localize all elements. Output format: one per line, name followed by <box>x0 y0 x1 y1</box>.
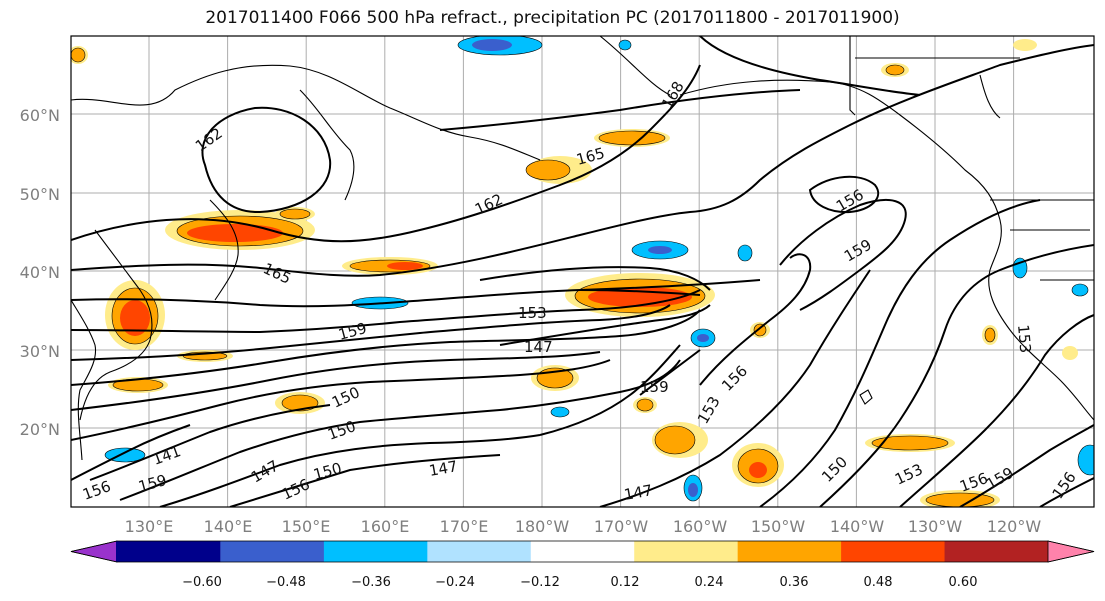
contour-label: 159 <box>640 378 669 396</box>
colorbar-tick-label: 0.48 <box>864 575 893 590</box>
lon-label: 140°W <box>830 517 885 536</box>
colorbar-swatch <box>116 541 221 562</box>
lat-label: 30°N <box>20 342 60 361</box>
colorbar-swatch <box>737 541 843 562</box>
colorbar-tick-label: 0.12 <box>611 575 640 590</box>
colorbar-tick-label: −0.36 <box>351 575 391 590</box>
colorbar-tick-label: −0.24 <box>435 575 475 590</box>
lon-label: 170°W <box>594 517 649 536</box>
colorbar-tick-label: 0.36 <box>780 575 809 590</box>
longitude-labels: 130°E 140°E 150°E 160°E 170°E 180°W 170°… <box>125 517 1042 536</box>
map-frame <box>70 35 1095 508</box>
lon-label: 130°W <box>908 517 963 536</box>
contour-label: 147 <box>524 338 553 356</box>
lon-label: 160°E <box>361 517 410 536</box>
contour-label: 147 <box>623 481 654 504</box>
colorbar-tick-label: −0.60 <box>182 575 222 590</box>
colorbar-outline <box>70 540 1095 563</box>
contour-label: 153 <box>518 304 547 322</box>
contour-lines <box>71 36 1094 507</box>
colorbar-swatch <box>841 541 946 562</box>
lon-label: 170°E <box>440 517 489 536</box>
colorbar-tick-label: −0.48 <box>266 575 306 590</box>
lon-label: 150°W <box>751 517 806 536</box>
lat-label: 20°N <box>20 420 60 439</box>
colorbar-extend-high <box>1047 540 1095 563</box>
colorbar <box>70 540 1095 563</box>
map-title: 2017011400 F066 500 hPa refract., precip… <box>205 8 900 28</box>
colorbar-swatch <box>323 541 429 562</box>
colorbar-swatch <box>634 541 739 562</box>
lon-label: 160°W <box>673 517 728 536</box>
latitude-labels: 60°N 50°N 40°N 30°N 20°N <box>20 106 60 439</box>
colorbar-swatch <box>220 541 325 562</box>
colorbar-extend-low <box>70 540 118 563</box>
colorbar-swatch <box>944 541 1049 562</box>
lon-label: 140°E <box>204 517 253 536</box>
lat-label: 40°N <box>20 263 60 282</box>
precipitation-shading <box>71 36 1094 507</box>
contour-label: 153 <box>1014 324 1034 354</box>
contour-label: 147 <box>428 457 459 480</box>
lat-label: 50°N <box>20 185 60 204</box>
colorbar-tick-label: −0.12 <box>520 575 560 590</box>
colorbar-swatch <box>530 541 636 562</box>
colorbar-tick-label: 0.24 <box>695 575 724 590</box>
colorbar-swatch <box>427 541 532 562</box>
lon-label: 130°E <box>125 517 174 536</box>
lat-label: 60°N <box>20 106 60 125</box>
lon-label: 150°E <box>282 517 331 536</box>
lon-label: 180°W <box>515 517 570 536</box>
colorbar-tick-labels: −0.60 −0.48 −0.36 −0.24 −0.12 0.12 0.24 … <box>182 575 977 590</box>
colorbar-tick-label: 0.60 <box>949 575 978 590</box>
lon-label: 120°W <box>987 517 1042 536</box>
